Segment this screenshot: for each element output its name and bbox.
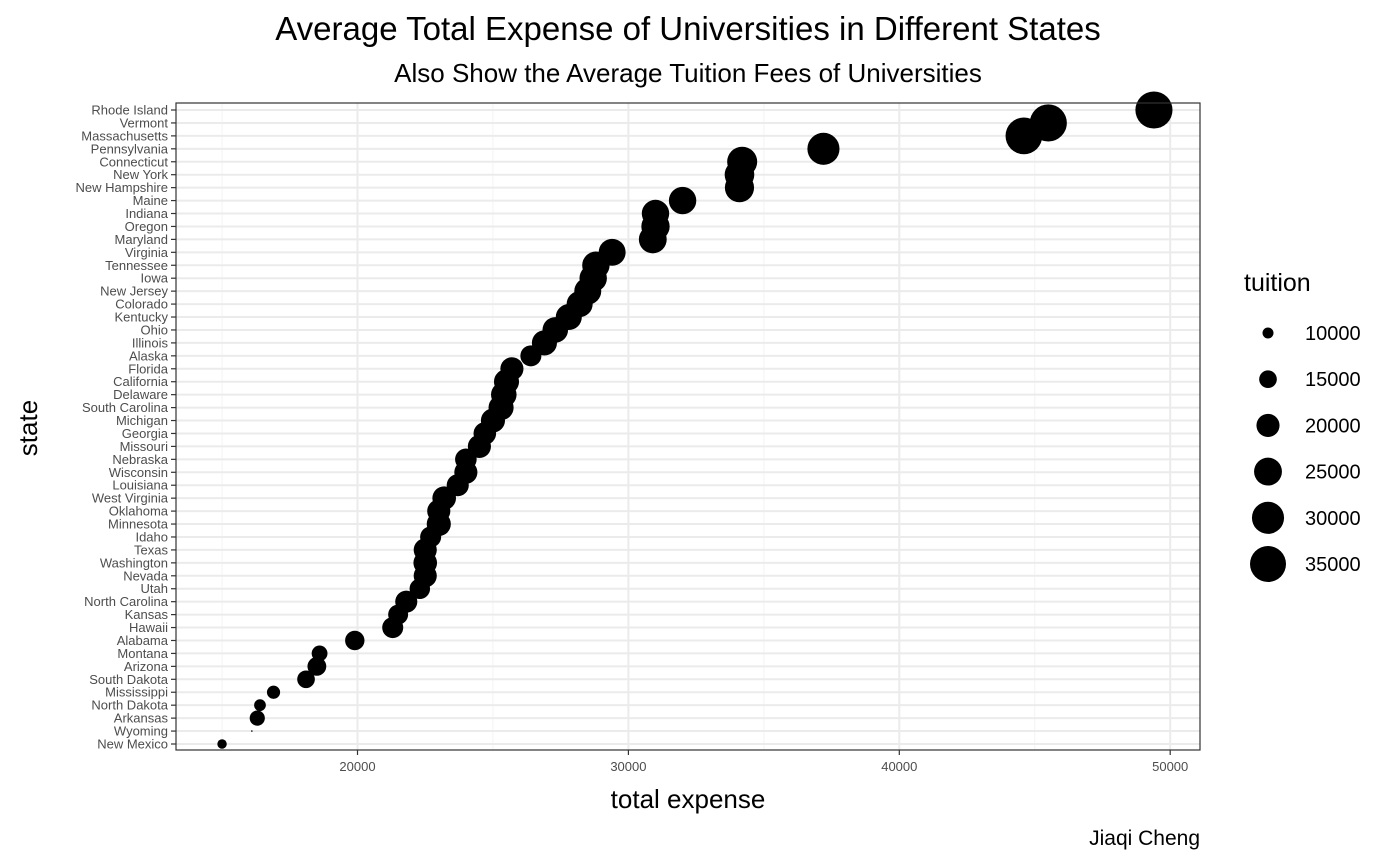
y-tick-label: Nebraska	[112, 452, 168, 467]
data-point	[500, 357, 524, 381]
data-point	[311, 645, 328, 662]
y-tick-label: Vermont	[120, 115, 169, 130]
y-tick-label: Texas	[134, 542, 168, 557]
x-tick-label: 20000	[339, 759, 375, 774]
y-tick-label: New Jersey	[100, 284, 168, 299]
y-tick-label: South Dakota	[89, 672, 169, 687]
y-tick-label: Louisiana	[112, 478, 168, 493]
plot-panel	[175, 91, 1201, 751]
legend-key	[1251, 501, 1285, 534]
data-point	[345, 630, 365, 651]
y-tick-label: Iowa	[141, 271, 169, 286]
y-tick-label: Rhode Island	[91, 103, 168, 118]
y-tick-label: Wyoming	[114, 724, 168, 739]
y-tick-label: Oklahoma	[109, 504, 169, 519]
y-tick-label: Kansas	[125, 607, 169, 622]
legend-title: tuition	[1244, 269, 1311, 297]
legend-label: 30000	[1305, 508, 1361, 530]
y-tick-label: South Carolina	[82, 400, 169, 415]
y-tick-label: Montana	[117, 646, 168, 661]
legend-label: 25000	[1305, 462, 1361, 484]
data-point	[251, 730, 253, 732]
data-point	[266, 685, 281, 699]
y-tick-label: Pennsylvania	[91, 141, 169, 156]
data-point	[807, 132, 840, 165]
x-tick-label: 30000	[610, 759, 646, 774]
y-tick-label: Colorado	[115, 297, 168, 312]
data-point	[598, 238, 626, 266]
data-point	[395, 590, 418, 613]
y-tick-label: North Carolina	[84, 594, 169, 609]
legend-label: 20000	[1305, 415, 1361, 437]
y-axis-title: state	[13, 400, 43, 456]
y-tick-label: Massachusetts	[81, 128, 168, 143]
data-point	[668, 186, 697, 215]
legend-key	[1254, 457, 1282, 486]
data-point	[249, 710, 265, 726]
y-tick-label: Alabama	[117, 633, 169, 648]
y-tick-label: Georgia	[122, 426, 169, 441]
x-axis-title: total expense	[611, 784, 766, 814]
data-point	[307, 656, 327, 676]
y-tick-label: West Virginia	[92, 491, 169, 506]
y-tick-label: Arizona	[124, 659, 169, 674]
y-tick-label: Oregon	[125, 219, 168, 234]
y-tick-label: California	[113, 374, 169, 389]
y-tick-label: New Hampshire	[76, 180, 168, 195]
y-tick-label: Kentucky	[115, 310, 169, 325]
legend-key	[1256, 413, 1280, 437]
y-tick-label: Nevada	[123, 568, 169, 583]
chart-title: Average Total Expense of Universities in…	[275, 10, 1100, 47]
y-tick-label: Maine	[133, 193, 168, 208]
data-point	[1029, 104, 1067, 142]
y-tick-label: Indiana	[125, 206, 168, 221]
legend-key	[1262, 327, 1274, 339]
data-point	[254, 699, 266, 712]
y-tick-label: Michigan	[116, 413, 168, 428]
data-point	[297, 670, 315, 689]
panel-border	[175, 102, 1201, 751]
x-axis: 20000 30000 40000 50000	[339, 750, 1188, 774]
legend-label: 10000	[1305, 323, 1361, 345]
data-point	[1135, 91, 1173, 129]
y-tick-label: Delaware	[113, 387, 168, 402]
x-tick-label: 40000	[881, 759, 917, 774]
y-tick-label: Wisconsin	[109, 465, 168, 480]
y-tick-label: Arkansas	[114, 711, 169, 726]
size-legend: tuition 10000 15000 20000 25000 30000 35000	[1244, 269, 1361, 582]
y-tick-label: Virginia	[125, 245, 169, 260]
data-point	[727, 146, 758, 177]
y-tick-label: Mississippi	[105, 685, 168, 700]
y-tick-label: Tennessee	[105, 258, 168, 273]
y-tick-label: New Mexico	[97, 737, 168, 752]
y-tick-label: Idaho	[135, 529, 168, 544]
data-point	[217, 739, 227, 749]
legend-key	[1250, 546, 1286, 582]
y-tick-label: Alaska	[129, 348, 169, 363]
y-tick-label: New York	[113, 167, 168, 182]
y-tick-label: Ohio	[141, 322, 168, 337]
y-tick-label: Florida	[128, 361, 169, 376]
y-tick-label: Utah	[141, 581, 168, 596]
legend-key	[1259, 370, 1277, 389]
y-tick-label: Illinois	[132, 335, 169, 350]
y-tick-label: Connecticut	[99, 154, 168, 169]
y-tick-label: Minnesota	[108, 517, 169, 532]
y-tick-label: Hawaii	[129, 620, 168, 635]
y-tick-label: Maryland	[115, 232, 168, 247]
y-tick-label: Washington	[100, 555, 168, 570]
legend-label: 15000	[1305, 369, 1361, 391]
chart-caption: Jiaqi Cheng	[1089, 827, 1200, 850]
data-point	[641, 199, 670, 228]
y-tick-label: Missouri	[120, 439, 169, 454]
x-tick-label: 50000	[1152, 759, 1188, 774]
y-tick-label: North Dakota	[91, 698, 168, 713]
legend-label: 35000	[1305, 554, 1361, 576]
chart-subtitle: Also Show the Average Tuition Fees of Un…	[394, 58, 982, 88]
